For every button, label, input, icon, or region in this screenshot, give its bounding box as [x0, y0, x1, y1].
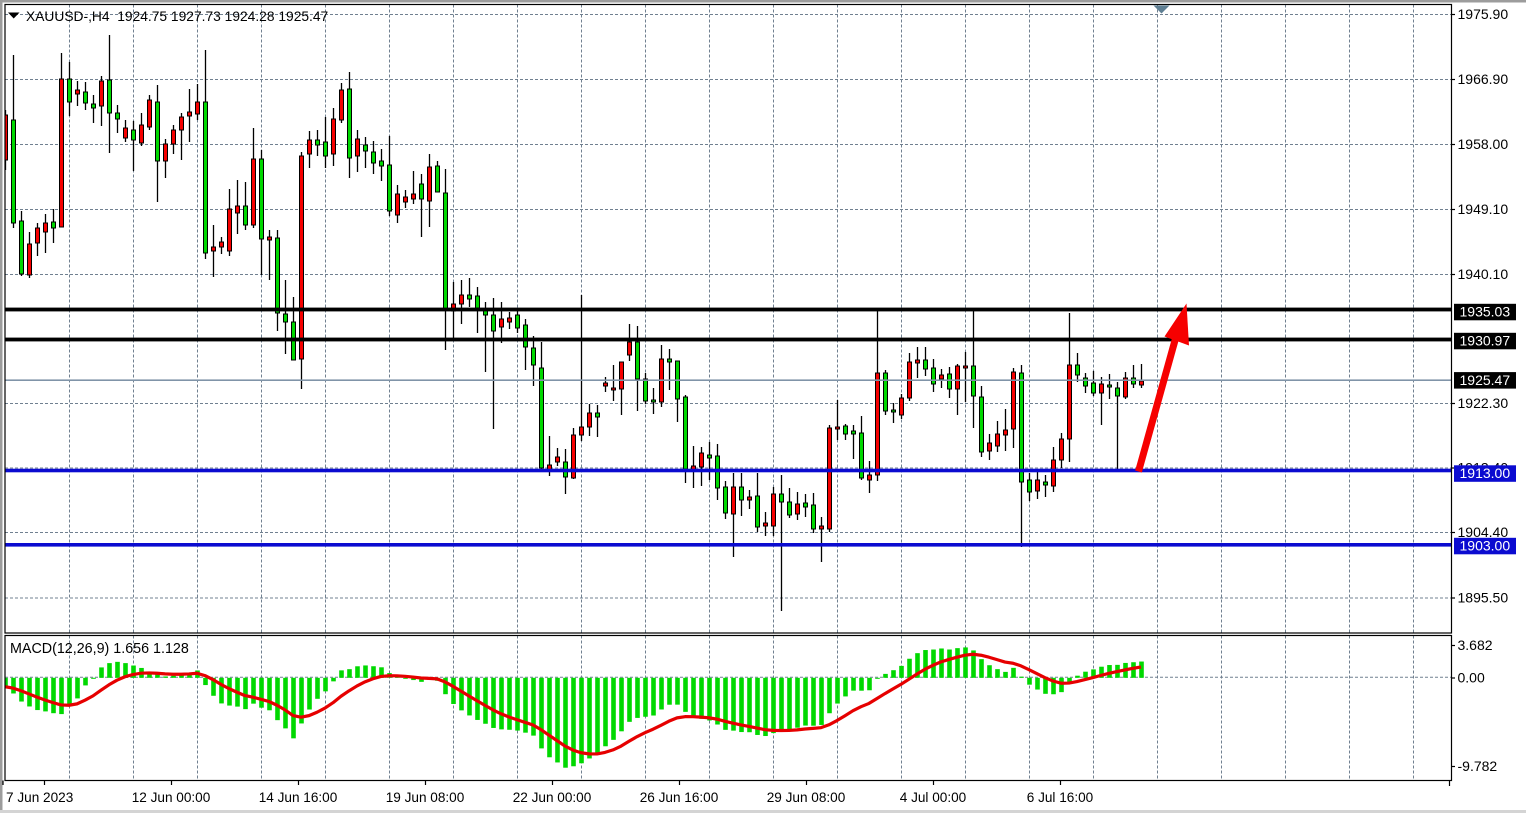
- svg-text:MACD(12,26,9) 1.656 1.128: MACD(12,26,9) 1.656 1.128: [10, 641, 189, 657]
- svg-text:1958.00: 1958.00: [1458, 136, 1509, 152]
- svg-text:3.682: 3.682: [1458, 637, 1493, 653]
- svg-text:6 Jul 16:00: 6 Jul 16:00: [1027, 790, 1094, 805]
- svg-text:19 Jun 08:00: 19 Jun 08:00: [386, 790, 465, 805]
- svg-text:1895.50: 1895.50: [1458, 590, 1509, 606]
- svg-text:1975.90: 1975.90: [1458, 6, 1509, 22]
- svg-text:14 Jun 16:00: 14 Jun 16:00: [259, 790, 338, 805]
- svg-text:1949.10: 1949.10: [1458, 201, 1509, 217]
- svg-text:26 Jun 16:00: 26 Jun 16:00: [640, 790, 719, 805]
- svg-text:22 Jun 00:00: 22 Jun 00:00: [513, 790, 592, 805]
- svg-text:1925.47: 1925.47: [1460, 372, 1511, 388]
- svg-text:1904.40: 1904.40: [1458, 524, 1509, 540]
- svg-text:1940.10: 1940.10: [1458, 266, 1509, 282]
- svg-text:XAUUSD-,H4 1924.75 1927.73 19: XAUUSD-,H4 1924.75 1927.73 1924.28 1925.…: [26, 9, 328, 24]
- svg-text:7 Jun 2023: 7 Jun 2023: [6, 790, 73, 805]
- svg-text:1913.00: 1913.00: [1460, 465, 1511, 481]
- svg-text:29 Jun 08:00: 29 Jun 08:00: [767, 790, 846, 805]
- svg-text:1903.00: 1903.00: [1460, 538, 1511, 554]
- svg-text:4 Jul 00:00: 4 Jul 00:00: [900, 790, 967, 805]
- svg-text:1922.30: 1922.30: [1458, 395, 1509, 411]
- svg-text:12 Jun 00:00: 12 Jun 00:00: [132, 790, 211, 805]
- svg-text:1935.03: 1935.03: [1460, 304, 1511, 320]
- svg-text:0.00: 0.00: [1458, 670, 1485, 686]
- svg-text:1966.90: 1966.90: [1458, 71, 1509, 87]
- svg-text:1930.97: 1930.97: [1460, 333, 1511, 349]
- svg-text:-9.782: -9.782: [1458, 758, 1498, 774]
